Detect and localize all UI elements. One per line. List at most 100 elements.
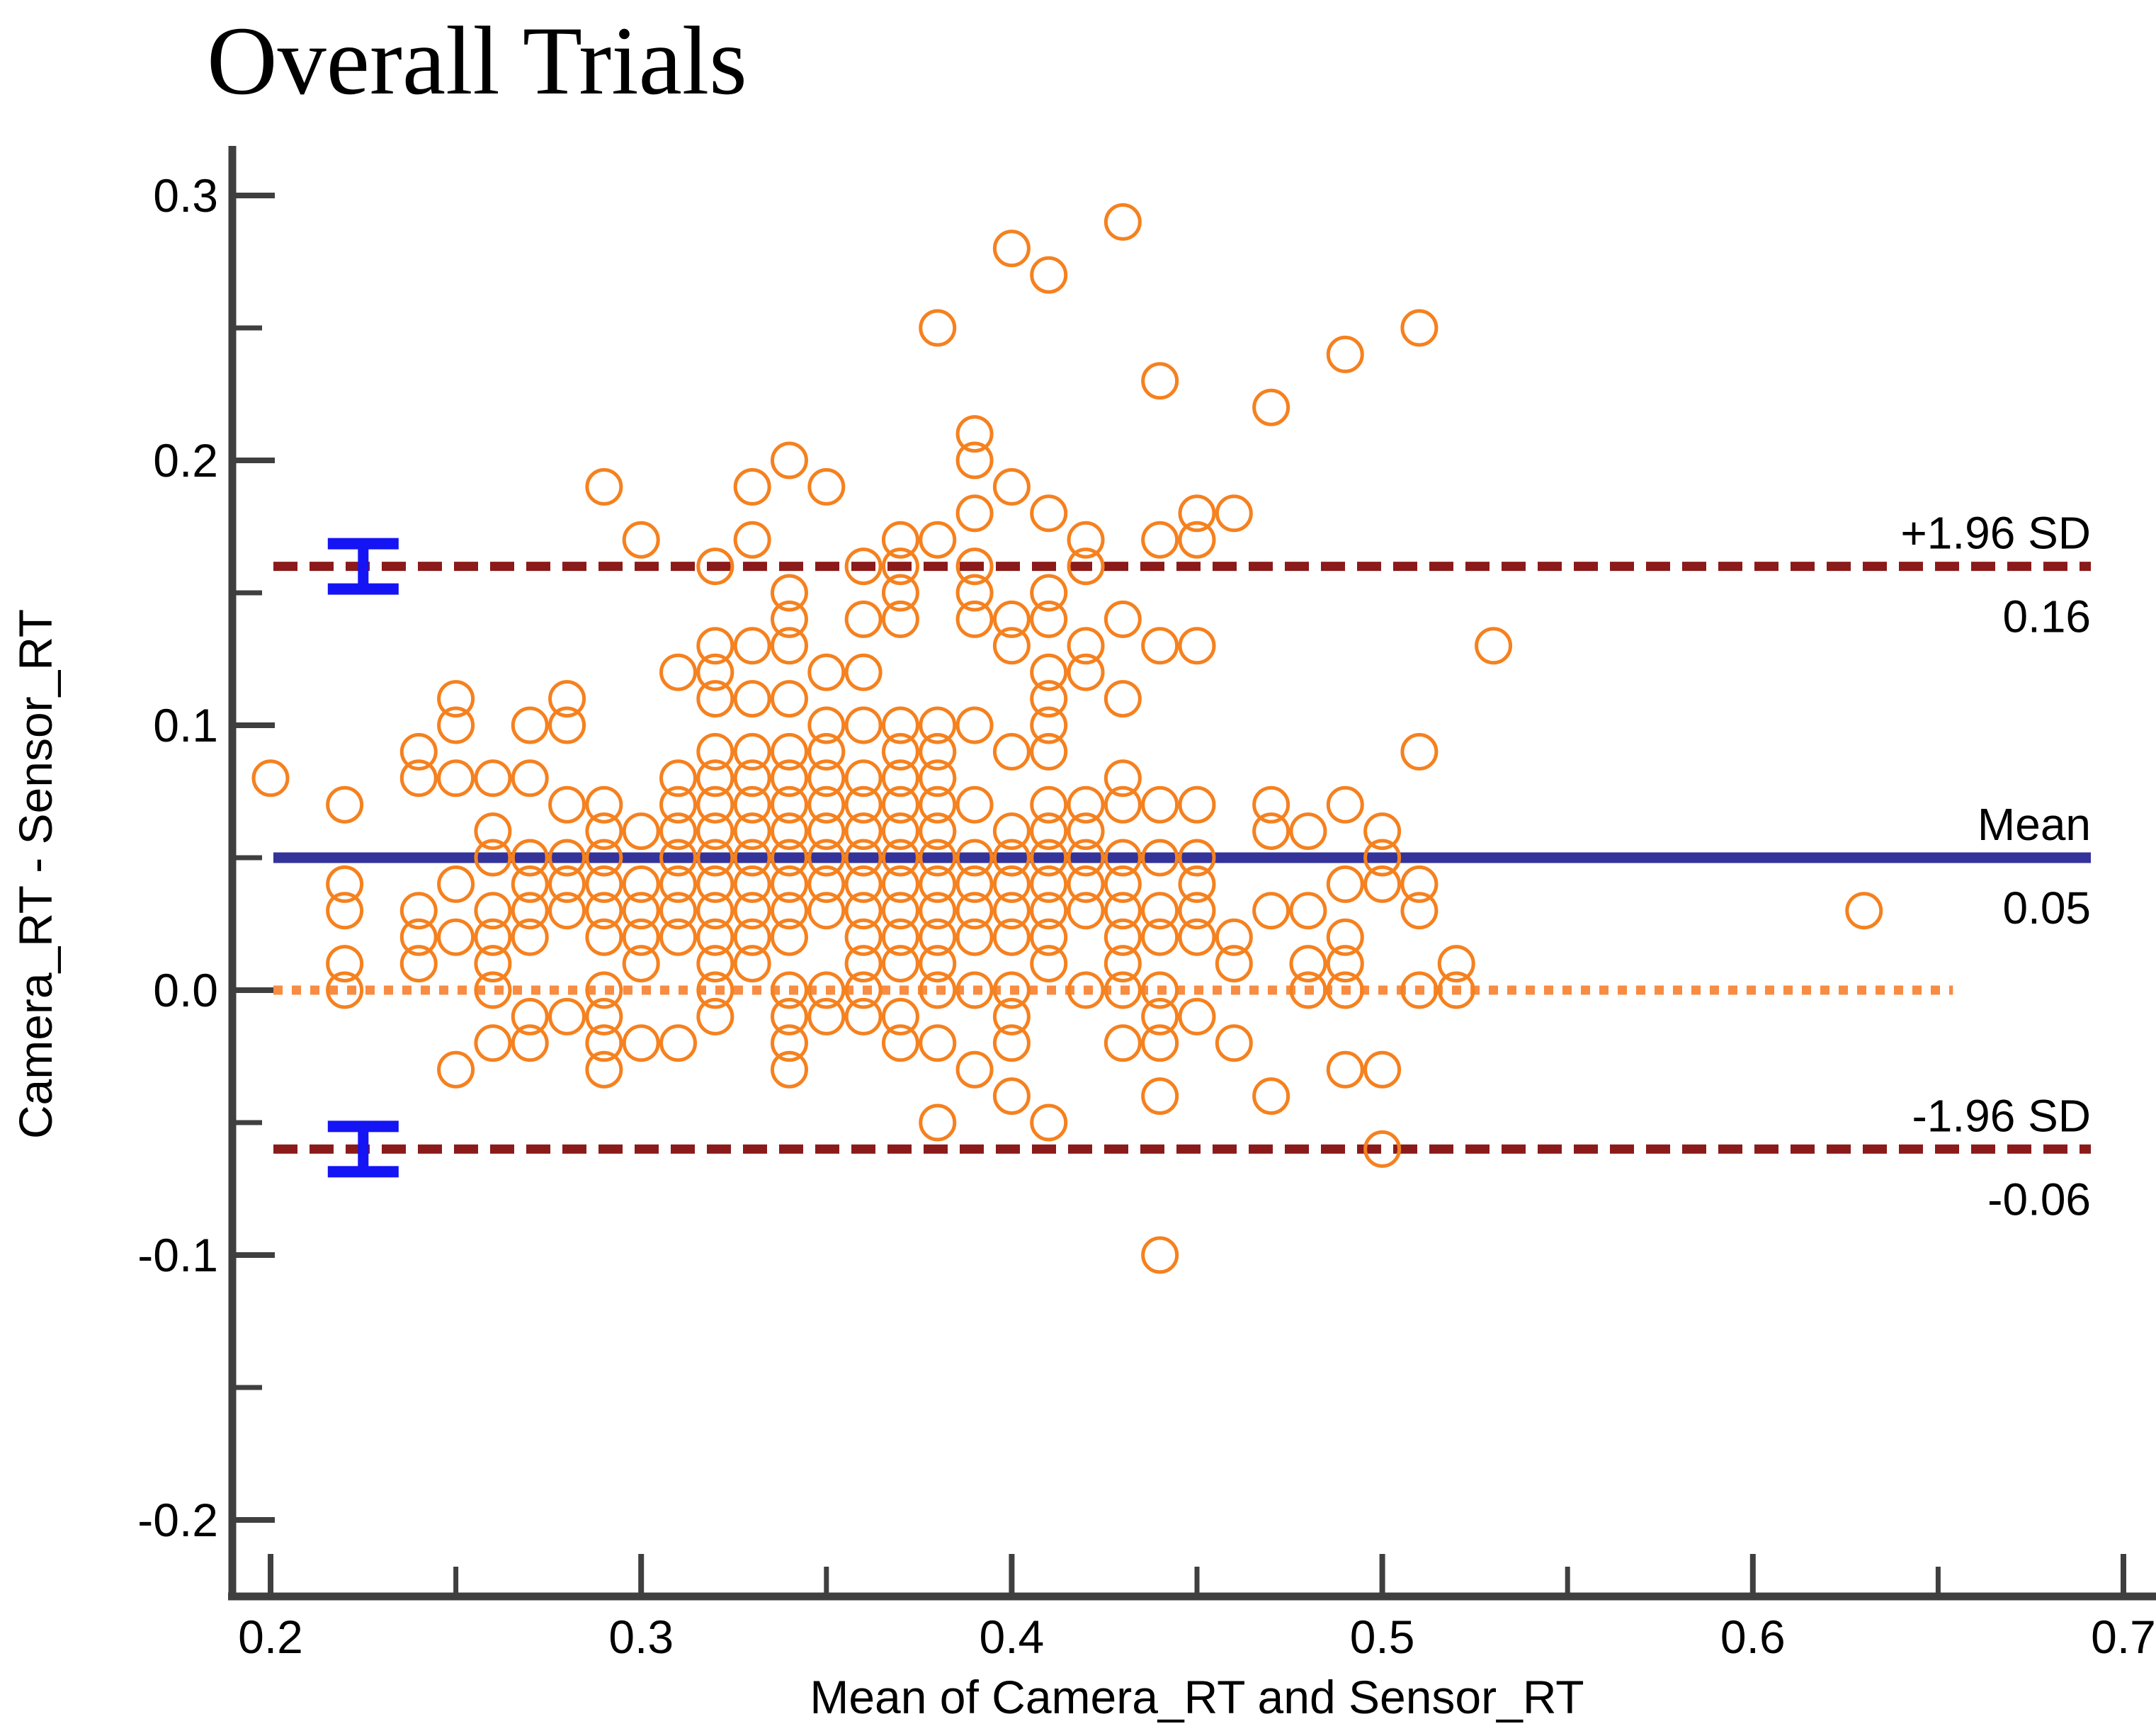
scatter-point [992, 467, 1031, 506]
scatter-point [1437, 945, 1475, 983]
scatter-point [881, 600, 919, 638]
y-tick-label: 0.3 [153, 169, 218, 222]
scatter-point [1103, 865, 1142, 903]
scatter-point [1067, 521, 1105, 559]
scatter-point [1289, 892, 1327, 930]
scatter-point [696, 997, 734, 1035]
scatter-point [1103, 918, 1142, 956]
scatter-point [622, 865, 660, 903]
y-tick-label: -0.1 [137, 1229, 218, 1281]
scatter-point [992, 600, 1031, 638]
scatter-point [1030, 892, 1068, 930]
scatter-point [1178, 865, 1216, 903]
mean-label: Mean [1978, 799, 2091, 850]
scatter-point [881, 732, 919, 771]
scatter-point [1030, 785, 1068, 824]
scatter-point [1067, 547, 1105, 586]
scatter-point [992, 812, 1031, 851]
scatter-point [955, 892, 994, 930]
scatter-point [955, 706, 994, 744]
scatter-point [1215, 1024, 1253, 1062]
scatter-point [1178, 839, 1216, 877]
y-tick-label: 0.0 [153, 964, 218, 1016]
scatter-point [399, 732, 438, 771]
scatter-point [881, 521, 919, 559]
scatter-point [1363, 1050, 1402, 1089]
scatter-point [844, 839, 883, 877]
scatter-point [919, 785, 957, 824]
scatter-point [992, 1024, 1031, 1062]
scatter-point [1178, 627, 1216, 665]
x-tick-label: 0.5 [1350, 1611, 1415, 1663]
scatter-point [696, 785, 734, 824]
scatter-point [1178, 997, 1216, 1035]
scatter-point [919, 759, 957, 798]
scatter-point [548, 997, 586, 1035]
scatter-point [955, 839, 994, 877]
scatter-point [696, 680, 734, 718]
scatter-point [1252, 812, 1290, 851]
scatter-point [437, 918, 475, 956]
scatter-point [1103, 680, 1142, 718]
scatter-point [1400, 971, 1439, 1009]
scatter-point [1363, 1130, 1402, 1168]
scatter-point [1103, 759, 1142, 798]
x-tick-label: 0.2 [238, 1611, 303, 1663]
y-tick-label: 0.1 [153, 699, 218, 751]
scatter-point [548, 865, 586, 903]
scatter-point [474, 839, 512, 877]
scatter-point [992, 918, 1031, 956]
scatter-point [807, 971, 846, 1009]
scatter-point [1067, 839, 1105, 877]
scatter-point [807, 759, 846, 798]
scatter-point [1141, 971, 1179, 1009]
scatter-point [326, 971, 364, 1009]
scatter-point [1067, 812, 1105, 851]
scatter-point [696, 812, 734, 851]
scatter-point [844, 653, 883, 691]
scatter-point [1030, 653, 1068, 691]
scatter-point [1215, 494, 1253, 533]
scatter-point [659, 812, 698, 851]
scatter-point [585, 971, 623, 1009]
scatter-point [1400, 892, 1439, 930]
scatter-point [622, 812, 660, 851]
scatter-point [585, 918, 623, 956]
scatter-point [548, 892, 586, 930]
scatter-point [770, 1050, 808, 1089]
scatter-point [585, 865, 623, 903]
scatter-point [437, 706, 475, 744]
scatter-point [919, 839, 957, 877]
scatter-point [1067, 892, 1105, 930]
scatter-point [1252, 1077, 1290, 1116]
scatter-point [770, 892, 808, 930]
scatter-point [659, 918, 698, 956]
scatter-point [622, 892, 660, 930]
scatter-point [1326, 971, 1364, 1009]
scatter-point [733, 732, 771, 771]
scatter-point [955, 441, 994, 479]
scatter-point [437, 865, 475, 903]
scatter-point [881, 1024, 919, 1062]
scatter-point [1178, 521, 1216, 559]
scatter-point [622, 1024, 660, 1062]
scatter-point [696, 839, 734, 877]
scatter-point [1103, 945, 1142, 983]
scatter-point [733, 839, 771, 877]
scatter-point [1103, 971, 1142, 1009]
scatter-point [1141, 627, 1179, 665]
scatter-point [696, 918, 734, 956]
scatter-point [1178, 494, 1216, 533]
scatter-point [733, 945, 771, 983]
scatter-point [881, 865, 919, 903]
scatter-point [251, 759, 290, 798]
scatter-point [1141, 1024, 1179, 1062]
scatter-point [1326, 1050, 1364, 1089]
scatter-point [511, 997, 549, 1035]
scatter-point [696, 892, 734, 930]
scatter-point [511, 918, 549, 956]
scatter-point [622, 521, 660, 559]
scatter-point [770, 839, 808, 877]
scatter-point [955, 494, 994, 533]
x-tick-label: 0.6 [1720, 1611, 1786, 1663]
